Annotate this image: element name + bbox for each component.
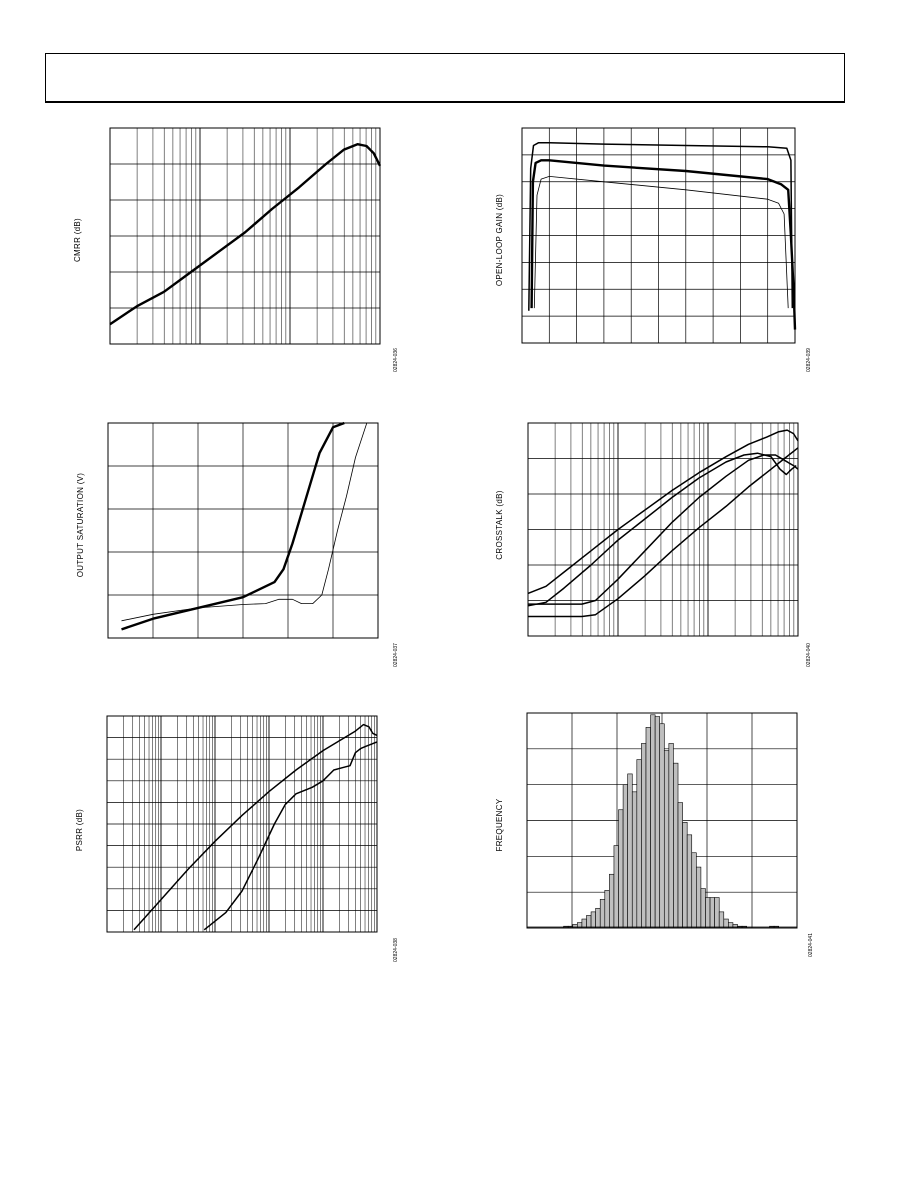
series-line-2 <box>527 452 797 607</box>
series-line-3 <box>528 454 799 605</box>
histogram-bar <box>618 809 624 929</box>
histogram-bar <box>645 727 651 929</box>
figure-code: 02824-041 <box>808 933 814 957</box>
open-loop-gain-chart: OPEN-LOOP GAIN (dB) 02824-039 <box>495 127 812 372</box>
histogram-bar <box>705 897 711 929</box>
histogram-bar <box>691 852 697 929</box>
histogram-bar <box>604 890 610 929</box>
crosstalk-figure: CROSSTALK (dB) 02824-040 <box>480 415 830 675</box>
histogram-bar <box>572 924 578 929</box>
figure-code: 02824-037 <box>393 643 399 667</box>
histogram-bar <box>599 899 606 929</box>
histogram-bar <box>650 714 656 929</box>
histogram-bar <box>718 911 725 929</box>
crosstalk-chart: CROSSTALK (dB) 02824-040 <box>495 422 812 667</box>
open-loop-gain-figure: OPEN-LOOP GAIN (dB) 02824-039 <box>480 120 830 380</box>
y-axis-label: FREQUENCY <box>495 798 504 851</box>
series-line-1 <box>527 429 799 595</box>
series-line-1 <box>121 421 345 631</box>
histogram-bar <box>673 762 679 929</box>
histogram-bar <box>696 866 702 929</box>
histogram-bar <box>659 723 665 929</box>
series-line-2 <box>203 741 378 931</box>
figure-code: 02824-040 <box>806 643 812 667</box>
plot-frame <box>106 715 378 933</box>
histogram-bar <box>686 834 693 929</box>
figure-code: 02824-036 <box>393 348 399 372</box>
y-axis-label: CROSSTALK (dB) <box>495 490 504 559</box>
histogram-bar <box>654 716 661 929</box>
grid-lines <box>110 128 380 344</box>
output-saturation-figure: OUTPUT SATURATION (V) 02824-037 <box>60 415 410 675</box>
histogram-bar <box>590 911 596 929</box>
plot-frame <box>526 712 798 929</box>
series-line-1 <box>109 143 382 326</box>
plot-frame <box>527 422 799 637</box>
figure-code: 02824-038 <box>393 938 399 962</box>
series-line-1 <box>133 723 378 931</box>
figure-code: 02824-039 <box>806 348 812 372</box>
cmrr-chart: CMRR (dB) 02824-036 <box>73 127 399 372</box>
y-axis-label: CMRR (dB) <box>73 218 82 262</box>
histogram-bar <box>663 750 670 929</box>
histogram-bar <box>586 915 592 929</box>
histogram-bar <box>613 845 619 929</box>
histogram-bar <box>682 821 688 929</box>
histogram-bars <box>527 714 797 929</box>
histogram-bar <box>677 802 683 929</box>
plot-frame <box>109 127 381 345</box>
psrr-chart: PSRR (dB) 02824-038 <box>75 715 399 962</box>
grid-lines <box>528 423 798 636</box>
histogram-bar <box>622 784 628 929</box>
histogram-bar <box>631 791 638 929</box>
series-line-4 <box>528 447 799 618</box>
grid-lines <box>522 128 795 343</box>
frequency-histogram-figure: FREQUENCY 02824-041 <box>480 705 830 965</box>
histogram-bar <box>700 888 706 929</box>
grid-lines <box>107 716 377 932</box>
y-axis-label: OPEN-LOOP GAIN (dB) <box>495 194 504 286</box>
cmrr-figure: CMRR (dB) 02824-036 <box>60 120 410 380</box>
histogram-bar <box>709 897 715 929</box>
series-line-2 <box>121 422 368 622</box>
output-saturation-chart: OUTPUT SATURATION (V) 02824-037 <box>76 421 399 667</box>
histogram-bar <box>714 897 720 929</box>
series-line-3 <box>533 176 789 309</box>
plot-frame <box>107 422 379 639</box>
plot-frame <box>521 127 796 344</box>
histogram-bar <box>636 759 642 929</box>
frequency-histogram-chart: FREQUENCY 02824-041 <box>495 712 814 957</box>
histogram-bar <box>627 773 633 929</box>
y-axis-label: PSRR (dB) <box>75 809 84 851</box>
series-line-1 <box>528 142 794 311</box>
page-header-box <box>45 53 845 103</box>
histogram-bar <box>732 924 738 929</box>
histogram-bar <box>609 873 615 929</box>
y-axis-label: OUTPUT SATURATION (V) <box>76 473 85 578</box>
grid-lines <box>108 423 378 638</box>
histogram-bar <box>668 743 674 929</box>
histogram-bar <box>595 907 601 929</box>
psrr-figure: PSRR (dB) 02824-038 <box>60 710 410 970</box>
histogram-bar <box>641 743 647 929</box>
series-line-2 <box>530 159 797 330</box>
